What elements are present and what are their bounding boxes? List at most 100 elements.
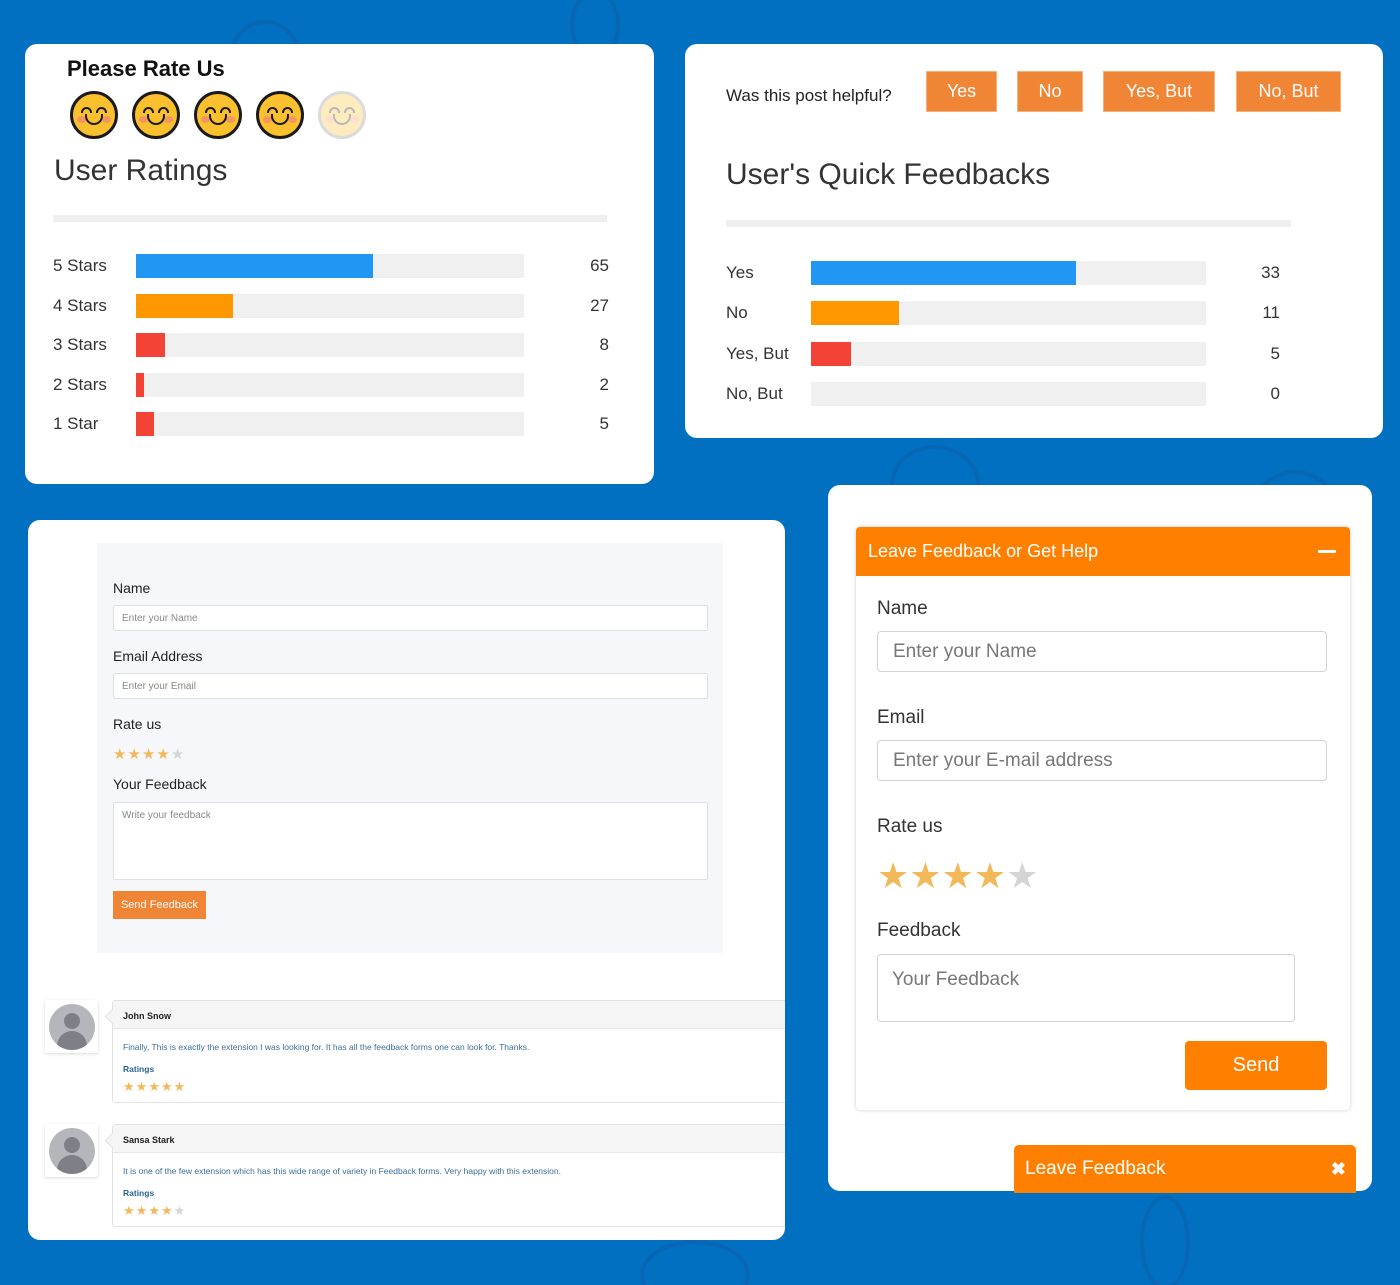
- no-but-button[interactable]: No, But: [1236, 71, 1341, 112]
- star-icon-empty[interactable]: ★: [170, 746, 186, 763]
- rating-row: 5 Stars 65: [53, 254, 609, 278]
- comment-box: John Snow Finally, This is exactly the e…: [112, 1000, 785, 1103]
- comment-ratings-label: Ratings: [123, 1064, 155, 1074]
- widget-name-input[interactable]: Enter your Name: [877, 631, 1327, 672]
- comment-author: Sansa Stark: [113, 1125, 785, 1153]
- rating-row: 3 Stars 8: [53, 333, 609, 357]
- star-icon[interactable]: ★: [156, 746, 171, 763]
- rating-label: 2 Stars: [53, 375, 107, 394]
- star-icon[interactable]: ★: [113, 746, 128, 763]
- comment-text: Finally, This is exactly the extension I…: [123, 1042, 530, 1052]
- feedback-textarea[interactable]: Write your feedback: [113, 802, 708, 880]
- rating-bar: [136, 254, 373, 278]
- helpful-question: Was this post helpful?: [726, 86, 892, 105]
- send-button[interactable]: Send: [1185, 1041, 1327, 1090]
- feedback-count: 11: [1262, 303, 1280, 322]
- smiley-icon[interactable]: [194, 91, 242, 139]
- feedback-bar: [811, 261, 1076, 285]
- smiley-icon[interactable]: [256, 91, 304, 139]
- avatar: [45, 1124, 98, 1177]
- rating-count: 2: [599, 375, 609, 394]
- comment-stars: ★★★★★: [123, 1079, 186, 1095]
- avatar: [45, 1000, 98, 1053]
- no-button[interactable]: No: [1017, 71, 1083, 112]
- feedback-widget-panel: Leave Feedback or Get Help Name Enter yo…: [856, 527, 1350, 1110]
- star-icon-empty[interactable]: ★: [1006, 855, 1039, 896]
- comment-stars: ★★★★★: [123, 1203, 186, 1219]
- feedback-label: No, But: [726, 384, 783, 403]
- star-icon: ★: [148, 1203, 161, 1218]
- feedback-row: Yes 33: [726, 261, 1292, 285]
- widget-name-label: Name: [877, 598, 928, 619]
- yes-button[interactable]: Yes: [926, 71, 997, 112]
- star-icon[interactable]: ★: [909, 855, 942, 896]
- feedback-row: Yes, But 5: [726, 342, 1292, 366]
- close-icon[interactable]: ✖: [1330, 1158, 1346, 1179]
- background-doodle: [640, 1240, 750, 1285]
- name-label: Name: [113, 580, 151, 596]
- email-label: Email Address: [113, 648, 203, 664]
- rating-label: 3 Stars: [53, 335, 107, 354]
- star-icon[interactable]: ★: [941, 855, 974, 896]
- widget-title: Leave Feedback or Get Help: [868, 541, 1099, 561]
- star-icon: ★: [135, 1079, 149, 1094]
- smiley-icon-inactive[interactable]: [318, 91, 366, 139]
- comment-ratings-label: Ratings: [123, 1188, 155, 1198]
- star-rating-input[interactable]: ★★★★★: [113, 745, 185, 763]
- star-icon[interactable]: ★: [973, 855, 1007, 896]
- widget-email-input[interactable]: Enter your E-mail address: [877, 740, 1327, 781]
- emoji-rating[interactable]: [70, 91, 366, 139]
- star-icon[interactable]: ★: [141, 746, 157, 763]
- comment-box: Sansa Stark It is one of the few extensi…: [112, 1124, 785, 1227]
- rating-count: 5: [599, 414, 609, 433]
- ratings-bar-chart: 5 Stars 65 4 Stars 27 3 Stars 8 2 Stars …: [53, 254, 609, 454]
- feedback-count: 33: [1261, 263, 1280, 282]
- star-icon: ★: [148, 1079, 161, 1094]
- rating-bar: [136, 412, 155, 436]
- rating-count: 65: [590, 256, 609, 275]
- star-icon: ★: [123, 1203, 136, 1218]
- feedback-label: Yes, But: [726, 344, 789, 363]
- rating-bar: [136, 333, 165, 357]
- rate-us-title: Please Rate Us: [67, 56, 225, 81]
- yes-but-button[interactable]: Yes, But: [1103, 71, 1215, 112]
- feedback-count: 5: [1270, 344, 1280, 363]
- widget-star-rating[interactable]: ★★★★★: [877, 858, 1038, 894]
- user-ratings-title: User Ratings: [54, 154, 228, 187]
- rating-label: 5 Stars: [53, 256, 107, 275]
- rating-row: 1 Star 5: [53, 412, 609, 436]
- star-icon[interactable]: ★: [877, 855, 910, 896]
- email-input[interactable]: Enter your Email: [113, 673, 708, 699]
- star-icon: ★: [160, 1079, 174, 1094]
- widget-rate-label: Rate us: [877, 816, 943, 837]
- rating-row: 2 Stars 2: [53, 373, 609, 397]
- feedback-form: Name Enter your Name Email Address Enter…: [97, 543, 723, 953]
- smiley-icon[interactable]: [132, 91, 180, 139]
- feedback-label: No: [726, 303, 748, 322]
- smiley-icon[interactable]: [70, 91, 118, 139]
- feedback-label: Your Feedback: [113, 776, 207, 792]
- rating-count: 27: [590, 296, 609, 315]
- leave-feedback-tab[interactable]: Leave Feedback ✖: [1014, 1145, 1356, 1193]
- divider: [53, 215, 607, 222]
- widget-feedback-textarea[interactable]: Your Feedback: [877, 954, 1295, 1022]
- feedback-bar: [811, 342, 851, 366]
- star-icon[interactable]: ★: [127, 746, 142, 763]
- divider: [726, 220, 1291, 227]
- rating-label: 4 Stars: [53, 296, 107, 315]
- widget-email-label: Email: [877, 707, 925, 728]
- star-icon: ★: [123, 1079, 136, 1094]
- feedback-widget-card: Leave Feedback or Get Help Name Enter yo…: [828, 485, 1372, 1193]
- rating-label: 1 Star: [53, 414, 99, 433]
- star-icon: ★: [135, 1203, 149, 1218]
- rating-bar: [136, 294, 233, 318]
- send-feedback-button[interactable]: Send Feedback: [113, 891, 206, 919]
- name-input[interactable]: Enter your Name: [113, 605, 708, 631]
- quick-feedback-card: Was this post helpful? Yes No Yes, But N…: [685, 44, 1383, 438]
- minimize-icon[interactable]: [1318, 550, 1336, 553]
- star-icon-empty: ★: [173, 1203, 187, 1218]
- rate-label: Rate us: [113, 716, 162, 732]
- widget-header: Leave Feedback or Get Help: [856, 527, 1350, 576]
- star-icon: ★: [173, 1079, 187, 1094]
- background-doodle: [1140, 1195, 1190, 1285]
